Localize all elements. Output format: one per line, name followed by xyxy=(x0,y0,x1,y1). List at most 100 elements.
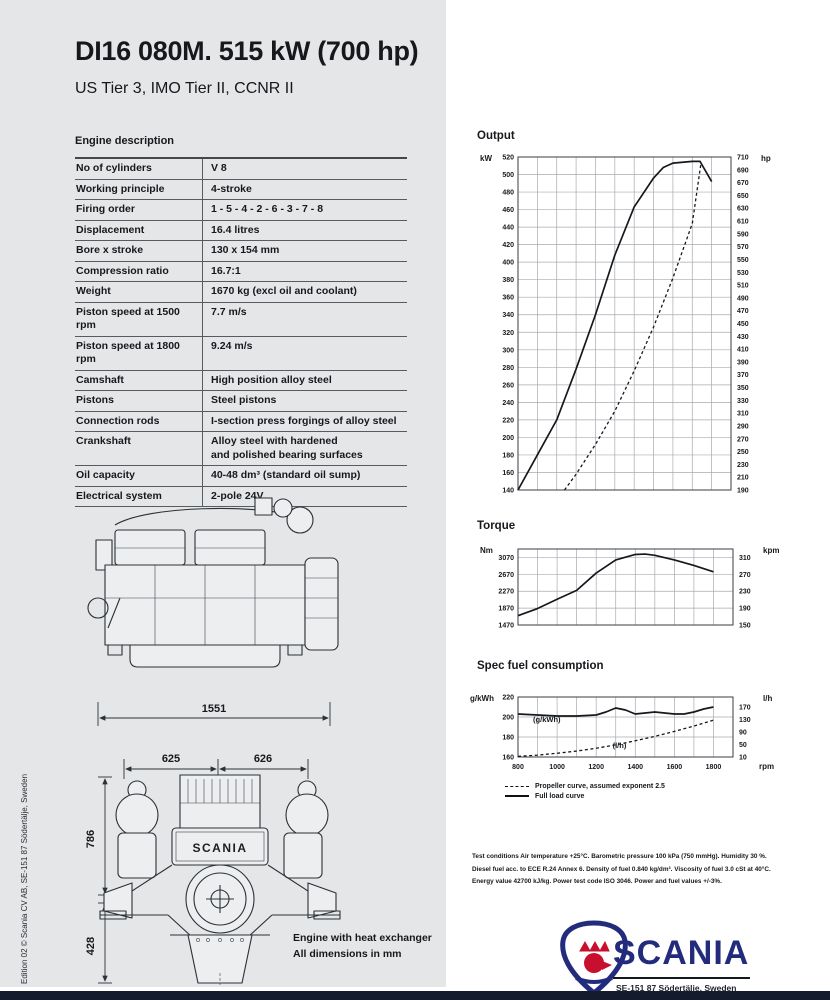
spec-row: No of cylinders V 8 xyxy=(75,159,407,180)
right-tick-label: 190 xyxy=(739,606,751,613)
right-axis-unit: hp xyxy=(761,154,771,163)
edition-note-text: Edition 02 © Scania CV AB, SE-151 87 Söd… xyxy=(20,773,29,984)
engine-front-view-drawing: 625 626 786 428 SCANIA xyxy=(85,753,341,985)
torque-chart-title: Torque xyxy=(477,520,516,532)
side-view-dimension: 1551 xyxy=(97,702,331,726)
curve-dashed xyxy=(517,719,714,758)
left-tick-label: 200 xyxy=(502,715,514,722)
spec-row: Connection rods I-section press forgings … xyxy=(75,411,407,432)
spec-label: Firing order xyxy=(76,203,135,215)
right-tick-label: 370 xyxy=(737,372,749,379)
spec-value: 1670 kg (excl oil and coolant) xyxy=(202,282,407,302)
right-tick-label: 650 xyxy=(737,193,749,200)
right-tick-label: 10 xyxy=(739,755,747,762)
bottom-bar xyxy=(0,991,830,1000)
spec-value: 2-pole 24V xyxy=(202,486,407,506)
x-tick-label: 1200 xyxy=(588,764,604,771)
left-tick-label: 240 xyxy=(502,400,514,407)
spec-value: 4-stroke xyxy=(202,179,407,199)
spec-value: Steel pistons xyxy=(202,391,407,411)
legend-label: Full load curve xyxy=(535,792,585,800)
output-chart: 520 500 480 460 440 420 400 380 360 340 320 300 280 2… xyxy=(480,154,771,495)
left-tick-label: 480 xyxy=(502,190,514,197)
footer-address: SE-151 87 Södertälje, Sweden xyxy=(616,983,737,993)
engine-side-view-drawing: 1551 xyxy=(87,497,339,726)
torque-chart: 3070 2670 2270 1870 1470 310 270 230 190 150 Nm kpm xyxy=(480,546,779,630)
left-tick-label: 2670 xyxy=(498,572,514,579)
scania-wordmark: SCANIA xyxy=(613,934,750,972)
spec-value: 16.4 litres xyxy=(202,220,407,240)
left-tick-label: 220 xyxy=(502,695,514,702)
curve-solid xyxy=(517,160,713,491)
legend-item: Full load curve xyxy=(505,791,665,801)
right-tick-label: 630 xyxy=(737,206,749,213)
logo-rule xyxy=(613,977,750,979)
right-tick-label: 170 xyxy=(739,705,751,712)
left-tick-label: 180 xyxy=(502,452,514,459)
right-tick-label: 410 xyxy=(737,347,749,354)
spec-label: Working principle xyxy=(76,182,165,195)
x-axis-unit: rpm xyxy=(759,762,774,771)
right-tick-label: 290 xyxy=(737,423,749,430)
spec-row: Camshaft High position alloy steel xyxy=(75,370,407,391)
left-tick-label: 500 xyxy=(502,172,514,179)
right-tick-label: 390 xyxy=(737,359,749,366)
left-tick-label: 400 xyxy=(502,260,514,267)
left-tick-label: 3070 xyxy=(498,555,514,562)
spec-value: 40-48 dm³ (standard oil sump) xyxy=(202,466,407,486)
spec-row: Compression ratio 16.7:1 xyxy=(75,261,407,282)
edition-note: Edition 02 © Scania CV AB, SE-151 87 Söd… xyxy=(20,774,32,990)
spec-value: 9.24 m/s xyxy=(202,336,407,370)
right-tick-label: 330 xyxy=(737,398,749,405)
right-tick-label: 450 xyxy=(737,321,749,328)
spec-value: High position alloy steel xyxy=(202,370,407,390)
right-tick-label: 690 xyxy=(737,167,749,174)
spec-label: No of cylinders xyxy=(76,162,152,174)
right-tick-label: 230 xyxy=(737,462,749,469)
left-tick-label: 200 xyxy=(502,435,514,442)
left-tick-label: 220 xyxy=(502,417,514,424)
page-title: DI16 080M. 515 kW (700 hp) xyxy=(75,36,419,66)
right-tick-label: 610 xyxy=(737,219,749,226)
right-tick-label: 510 xyxy=(737,283,749,290)
plot-frame xyxy=(517,696,734,758)
spec-label: Displacement xyxy=(76,223,145,236)
left-tick-label: 360 xyxy=(502,295,514,302)
left-tick-label: 280 xyxy=(502,365,514,372)
spec-row: Bore x stroke 130 x 154 mm xyxy=(75,241,407,262)
caption-line-2: All dimensions in mm xyxy=(293,948,402,960)
left-axis-unit: g/kWh xyxy=(470,694,494,703)
right-tick-label: 490 xyxy=(737,295,749,302)
left-tick-label: 440 xyxy=(502,225,514,232)
right-tick-label: 190 xyxy=(737,488,749,495)
spec-label: Oil capacity xyxy=(76,469,135,481)
right-tick-label: 670 xyxy=(737,180,749,187)
right-tick-label: 90 xyxy=(739,730,747,737)
x-tick-label: 1000 xyxy=(549,764,565,771)
spec-row: Piston speed at 1500 rpm 7.7 m/s xyxy=(75,302,407,337)
right-tick-label: 230 xyxy=(739,589,751,596)
right-tick-label: 310 xyxy=(739,555,751,562)
engine-description-table: No of cylinders V 8 Working principle 4-str… xyxy=(75,157,407,507)
legend-label: Propeller curve, assumed exponent 2.5 xyxy=(535,782,665,790)
right-tick-label: 210 xyxy=(737,475,749,482)
fuel-consumption-chart: 220 200 180 160 170 130 90 50 10 g/kWh l/h 800 1000 1… xyxy=(470,694,774,771)
spec-label: Bore x stroke xyxy=(76,244,144,256)
right-tick-label: 310 xyxy=(737,411,749,418)
left-tick-label: 1870 xyxy=(498,606,514,613)
right-tick-label: 150 xyxy=(739,623,751,630)
spec-row: Oil capacity 40-48 dm³ (standard oil sump… xyxy=(75,466,407,487)
drawing-caption: Engine with heat exchanger All dimension… xyxy=(293,930,432,962)
spec-value: 7.7 m/s xyxy=(202,302,407,336)
test-conditions-text: Test conditions Air temperature +25°C. B… xyxy=(472,853,771,886)
right-tick-label: 250 xyxy=(737,449,749,456)
left-tick-label: 380 xyxy=(502,277,514,284)
right-axis-unit: l/h xyxy=(763,694,772,703)
dim-front-right: 626 xyxy=(254,753,272,765)
right-tick-label: 590 xyxy=(737,231,749,238)
spec-label: Camshaft xyxy=(76,373,124,386)
fuel-chart-title: Spec fuel consumption xyxy=(477,660,604,672)
right-axis-unit: kpm xyxy=(763,546,779,555)
right-tick-label: 350 xyxy=(737,385,749,392)
right-tick-label: 270 xyxy=(737,436,749,443)
